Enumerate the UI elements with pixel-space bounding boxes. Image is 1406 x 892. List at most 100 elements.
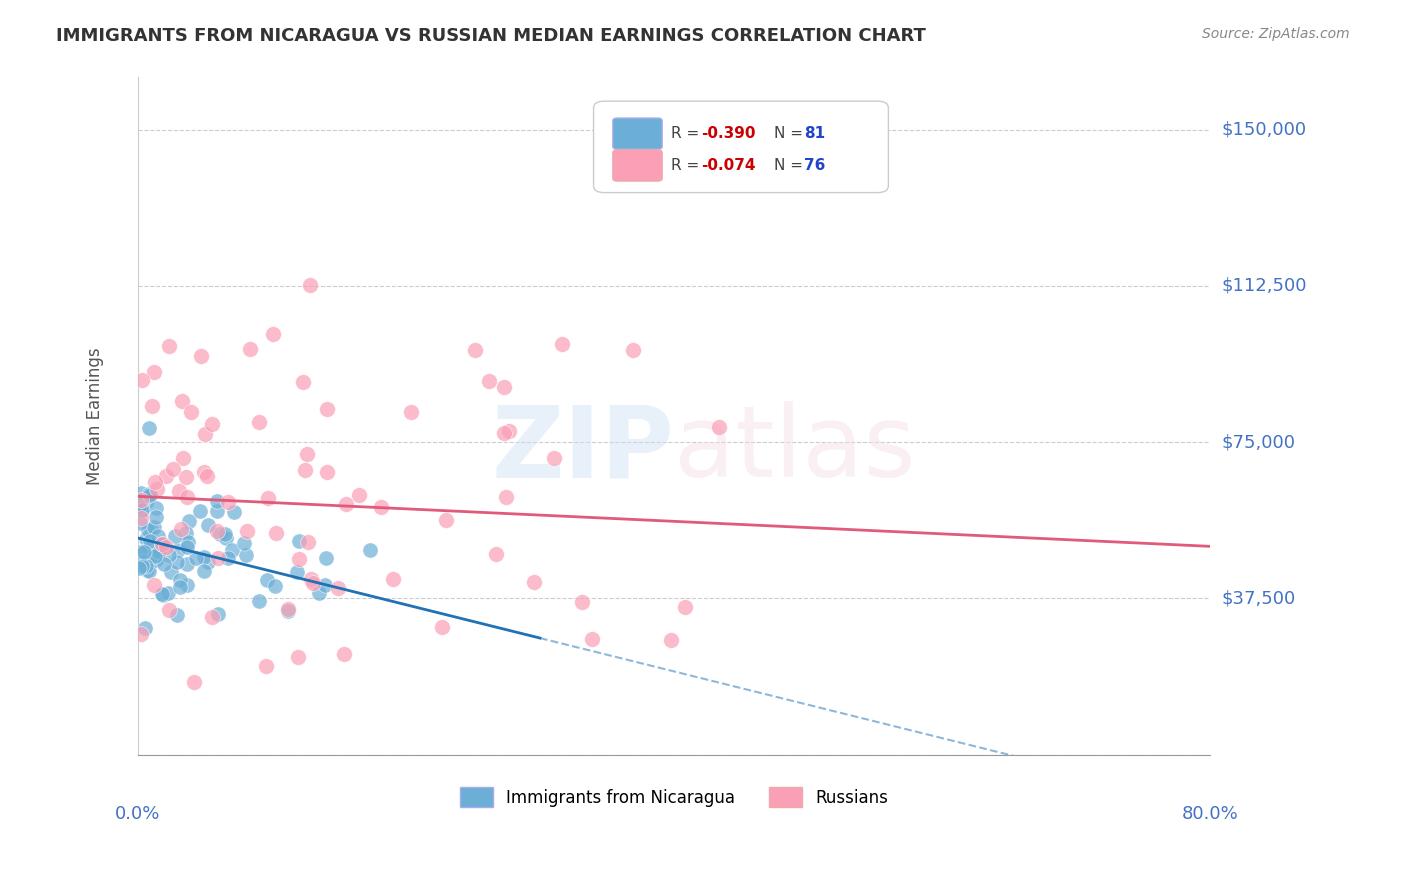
Point	[134, 545, 156, 559]
Point	[247, 594, 270, 608]
Point	[478, 374, 501, 388]
Point	[523, 574, 546, 589]
Point	[328, 581, 350, 595]
Text: ZIP: ZIP	[491, 401, 673, 499]
Text: atlas: atlas	[673, 401, 915, 499]
Point	[193, 549, 215, 564]
Point	[155, 469, 177, 483]
Text: Median Earnings: Median Earnings	[86, 347, 104, 485]
Point	[166, 608, 188, 623]
Point	[315, 402, 337, 417]
Point	[299, 278, 322, 293]
Point	[221, 543, 243, 558]
Point	[163, 528, 186, 542]
Point	[169, 573, 191, 587]
Point	[207, 607, 229, 621]
Point	[297, 535, 319, 549]
Point	[129, 627, 152, 641]
Text: N =: N =	[773, 158, 807, 173]
Point	[183, 674, 205, 689]
Point	[434, 513, 457, 527]
Point	[176, 540, 198, 554]
Point	[201, 417, 224, 431]
Point	[498, 424, 520, 438]
Point	[157, 549, 180, 563]
Point	[359, 542, 381, 557]
Point	[177, 514, 200, 528]
Point	[169, 580, 191, 594]
Point	[256, 573, 278, 587]
Text: $112,500: $112,500	[1222, 277, 1306, 295]
Point	[235, 548, 257, 562]
Point	[264, 526, 287, 541]
Point	[157, 586, 180, 600]
Point	[399, 405, 422, 419]
Point	[277, 604, 299, 618]
Point	[145, 553, 167, 567]
Point	[485, 547, 508, 561]
Point	[143, 549, 166, 564]
Point	[492, 426, 515, 441]
Point	[172, 450, 194, 465]
Point	[197, 554, 219, 568]
Point	[316, 466, 339, 480]
Point	[136, 523, 159, 537]
Point	[495, 491, 517, 505]
Point	[201, 610, 224, 624]
Point	[167, 483, 190, 498]
Point	[197, 517, 219, 532]
Point	[135, 558, 157, 573]
Point	[659, 632, 682, 647]
Point	[128, 560, 150, 574]
Text: 81: 81	[804, 126, 825, 141]
Point	[263, 579, 285, 593]
Point	[308, 586, 330, 600]
Point	[581, 632, 603, 647]
Point	[299, 572, 322, 586]
Point	[285, 565, 308, 579]
Point	[138, 421, 160, 435]
Point	[193, 564, 215, 578]
Point	[129, 504, 152, 518]
Point	[132, 544, 155, 558]
Point	[430, 620, 453, 634]
Point	[131, 486, 153, 500]
Point	[145, 509, 167, 524]
Point	[277, 602, 299, 616]
Point	[262, 326, 284, 341]
Point	[139, 523, 162, 537]
Point	[129, 493, 152, 508]
Point	[148, 545, 170, 559]
Point	[239, 343, 262, 357]
Text: 80.0%: 80.0%	[1181, 805, 1239, 822]
Point	[205, 524, 228, 539]
Text: $75,000: $75,000	[1222, 434, 1295, 451]
Point	[177, 535, 200, 549]
Point	[139, 487, 162, 501]
Point	[150, 587, 173, 601]
Text: 76: 76	[804, 158, 825, 173]
Point	[157, 339, 180, 353]
Point	[146, 544, 169, 558]
Point	[139, 541, 162, 555]
Point	[464, 343, 486, 358]
Point	[174, 526, 197, 541]
Point	[174, 470, 197, 484]
Point	[335, 497, 357, 511]
Point	[128, 499, 150, 513]
Point	[236, 524, 259, 538]
Point	[136, 563, 159, 577]
Point	[370, 500, 392, 514]
Point	[129, 493, 152, 508]
FancyBboxPatch shape	[613, 150, 662, 181]
Point	[288, 552, 311, 566]
Point	[222, 505, 245, 519]
Point	[176, 557, 198, 571]
Point	[134, 621, 156, 635]
Point	[129, 511, 152, 525]
Point	[176, 490, 198, 504]
Point	[176, 578, 198, 592]
Point	[143, 475, 166, 489]
Point	[294, 462, 316, 476]
Point	[184, 551, 207, 566]
